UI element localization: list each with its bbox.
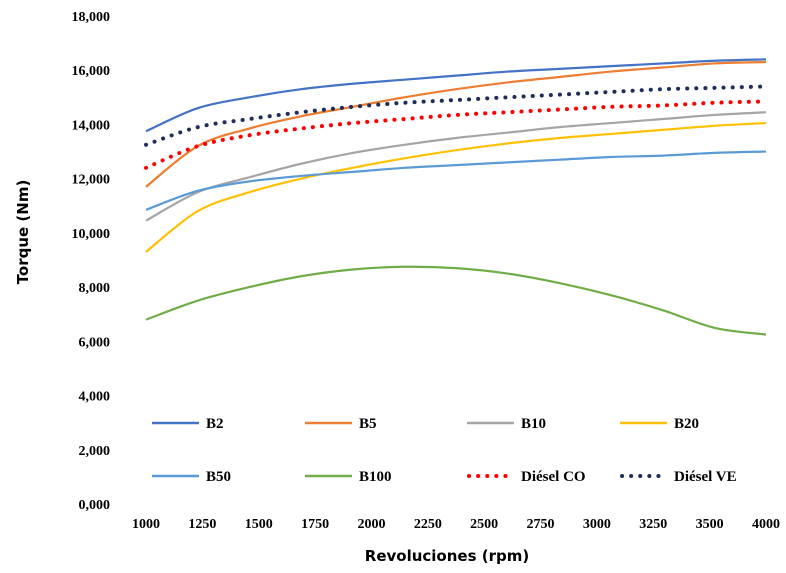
y-tick-label: 16,000 [72, 64, 111, 79]
legend-item: Diésel VE [620, 469, 737, 485]
legend-label: B20 [674, 416, 699, 432]
series-line-di-sel-co [144, 99, 768, 170]
x-tick-label: 2000 [357, 517, 385, 532]
x-axis-title: Revoluciones (rpm) [365, 547, 529, 565]
y-tick-label: 2,000 [79, 444, 111, 459]
legend-item: B50 [152, 469, 231, 485]
y-axis-title: Torque (Nm) [14, 180, 32, 285]
y-tick-label: 18,000 [72, 10, 111, 25]
legend-label: B10 [521, 416, 546, 432]
legend-item: B100 [305, 469, 392, 485]
x-tick-label: 1750 [301, 517, 329, 532]
series-line-b2 [145, 58, 767, 133]
y-tick-label: 8,000 [79, 281, 111, 296]
legend-label: B2 [206, 416, 224, 432]
x-tick-label: 1500 [245, 517, 273, 532]
x-tick-label: 2750 [527, 517, 555, 532]
y-tick-label: 10,000 [72, 227, 111, 242]
y-axis-ticks: 0,000 2,000 4,000 6,000 8,000 10,000 12,000 14,… [72, 10, 111, 513]
x-tick-label: 3250 [639, 517, 667, 532]
x-tick-label: 1000 [132, 517, 160, 532]
series-line-b20 [145, 121, 767, 253]
y-tick-label: 6,000 [79, 335, 111, 350]
legend-label: B5 [359, 416, 377, 432]
legend-item: B10 [467, 416, 546, 432]
series-line-b100 [145, 265, 767, 336]
legend-label: Diésel VE [674, 469, 737, 485]
legend-label: Diésel CO [521, 469, 586, 485]
series-line-b10 [145, 111, 767, 222]
x-tick-label: 2500 [470, 517, 498, 532]
x-tick-label: 2250 [414, 517, 442, 532]
x-tick-label: 4000 [752, 517, 780, 532]
series-line-b5 [145, 60, 767, 188]
x-tick-label: 1250 [188, 517, 216, 532]
y-tick-label: 4,000 [79, 390, 111, 405]
x-tick-label: 3500 [696, 517, 724, 532]
y-tick-label: 0,000 [79, 498, 111, 513]
x-tick-label: 3000 [583, 517, 611, 532]
y-tick-label: 14,000 [72, 118, 111, 133]
legend-item: B5 [305, 416, 377, 432]
legend-item: B20 [620, 416, 699, 432]
legend-item: Diésel CO [467, 469, 586, 485]
series-lines [144, 58, 768, 336]
series-line-b50 [145, 150, 767, 211]
legend-label: B100 [359, 469, 392, 485]
y-tick-label: 12,000 [72, 173, 111, 188]
legend-item: B2 [152, 416, 224, 432]
legend-label: B50 [206, 469, 231, 485]
x-axis-ticks: 1000 1250 1500 1750 2000 2250 2500 2750 3000 3250… [132, 517, 780, 532]
legend: B2 B5 B10 B20 B50 B100 Diésel CO Diésel VE [152, 416, 737, 485]
